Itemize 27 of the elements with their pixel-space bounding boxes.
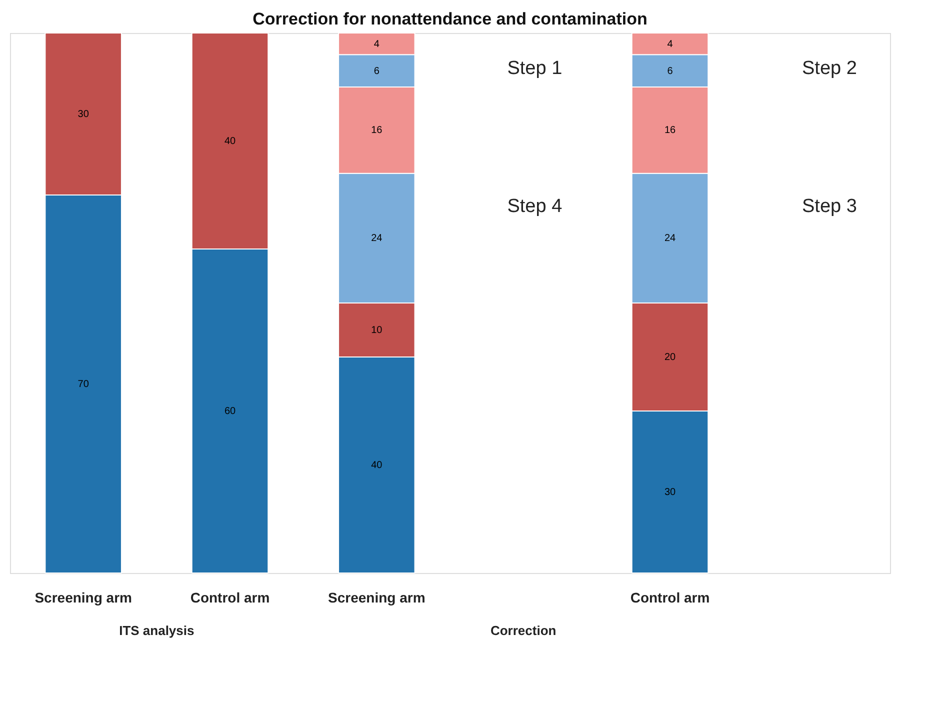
x-tick-label: Control arm: [190, 590, 270, 606]
data-label: 16: [371, 125, 383, 136]
data-label: 20: [664, 352, 676, 363]
data-label: 40: [371, 460, 383, 471]
data-label: 4: [374, 38, 380, 50]
data-label: 10: [371, 325, 383, 336]
text: ITS analysis: [119, 623, 194, 638]
data-label: 70: [78, 379, 90, 390]
data-label: 30: [664, 487, 676, 498]
text: Correction: [490, 623, 556, 638]
data-label: 30: [78, 109, 90, 120]
data-label: 60: [224, 406, 236, 417]
annotation: Step 4: [507, 196, 563, 217]
data-label: 24: [371, 233, 383, 244]
data-label: 24: [664, 233, 676, 244]
chart-title: Correction for nonattendance and contamination: [252, 10, 648, 28]
data-label: 16: [664, 125, 676, 136]
x-tick-label: Screening arm: [34, 590, 132, 606]
annotation: Step 1: [507, 58, 562, 80]
x-tick-label: Screening arm: [328, 590, 426, 606]
data-label: 4: [667, 38, 674, 50]
data-label: 6: [667, 66, 674, 77]
annotation: Step 2: [802, 58, 857, 80]
annotation: Step 3: [802, 196, 857, 217]
data-label: 6: [374, 66, 380, 77]
x-tick-label: Control arm: [630, 590, 710, 606]
data-label: 40: [224, 136, 236, 147]
